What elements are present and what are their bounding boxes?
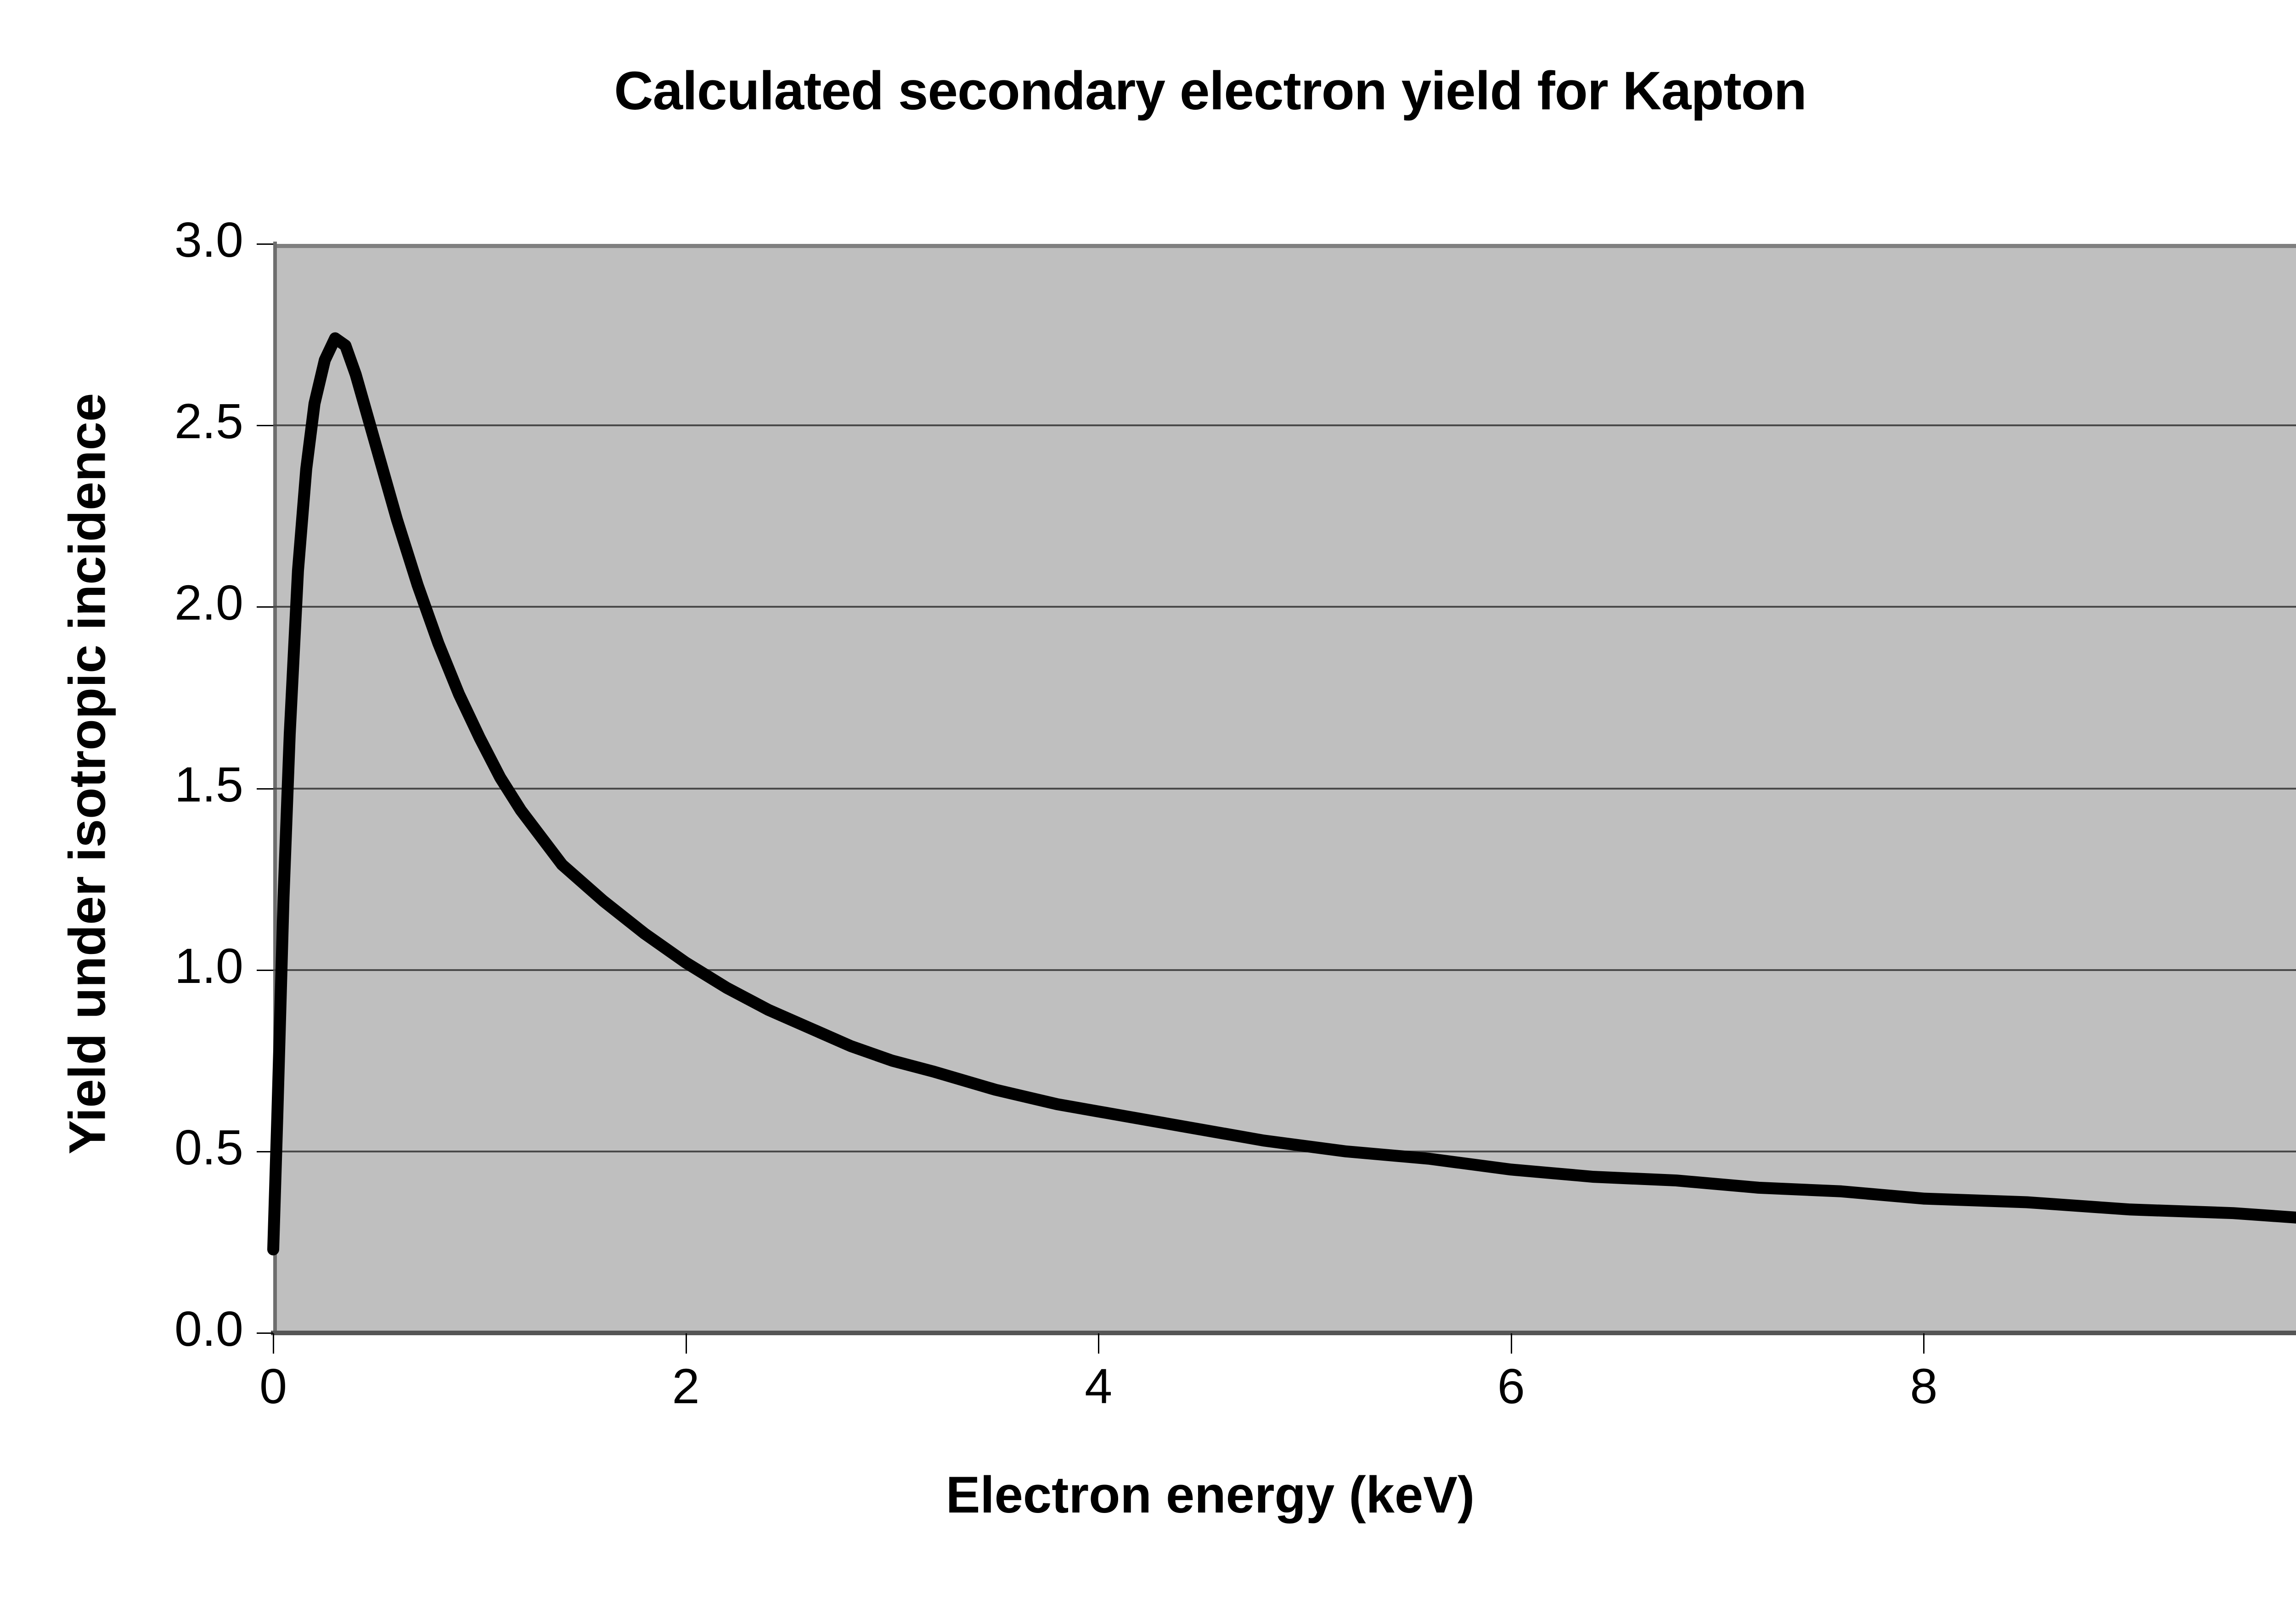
x-tick-label: 4 bbox=[1085, 1358, 1113, 1414]
gridline bbox=[273, 424, 2296, 427]
x-tick-mark bbox=[1098, 1333, 1100, 1354]
data-series-line bbox=[273, 244, 2296, 1333]
y-axis-title: Yield under isotropic incidence bbox=[58, 393, 116, 1155]
y-tick-mark bbox=[257, 1332, 273, 1334]
x-tick-label: 8 bbox=[1910, 1358, 1938, 1414]
chart-title: Calculated secondary electron yield for … bbox=[614, 61, 1807, 121]
y-tick-label: 1.0 bbox=[174, 937, 243, 993]
x-tick-mark bbox=[273, 1333, 274, 1354]
y-tick-mark bbox=[257, 425, 273, 427]
y-tick-mark bbox=[257, 606, 273, 608]
x-tick-label: 2 bbox=[672, 1358, 700, 1414]
x-axis-title: Electron energy (keV) bbox=[945, 1466, 1475, 1524]
y-tick-label: 2.0 bbox=[174, 575, 243, 631]
y-tick-label: 2.5 bbox=[174, 393, 243, 449]
y-tick-mark bbox=[257, 969, 273, 971]
x-tick-label: 6 bbox=[1497, 1358, 1525, 1414]
y-tick-mark bbox=[257, 788, 273, 790]
gridline bbox=[273, 787, 2296, 790]
gridline bbox=[273, 606, 2296, 608]
y-tick-label: 3.0 bbox=[174, 212, 243, 267]
x-tick-mark bbox=[1510, 1333, 1512, 1354]
y-tick-label: 0.5 bbox=[174, 1119, 243, 1175]
plot-bottom-border bbox=[271, 1331, 2296, 1335]
y-tick-mark bbox=[257, 1151, 273, 1152]
gridline bbox=[273, 1150, 2296, 1152]
y-tick-label: 1.5 bbox=[174, 756, 243, 812]
x-tick-mark bbox=[1923, 1333, 1925, 1354]
gridline bbox=[273, 969, 2296, 971]
y-tick-label: 0.0 bbox=[174, 1301, 243, 1356]
y-tick-mark bbox=[257, 243, 273, 245]
x-tick-label: 0 bbox=[259, 1358, 287, 1414]
x-tick-mark bbox=[685, 1333, 687, 1354]
